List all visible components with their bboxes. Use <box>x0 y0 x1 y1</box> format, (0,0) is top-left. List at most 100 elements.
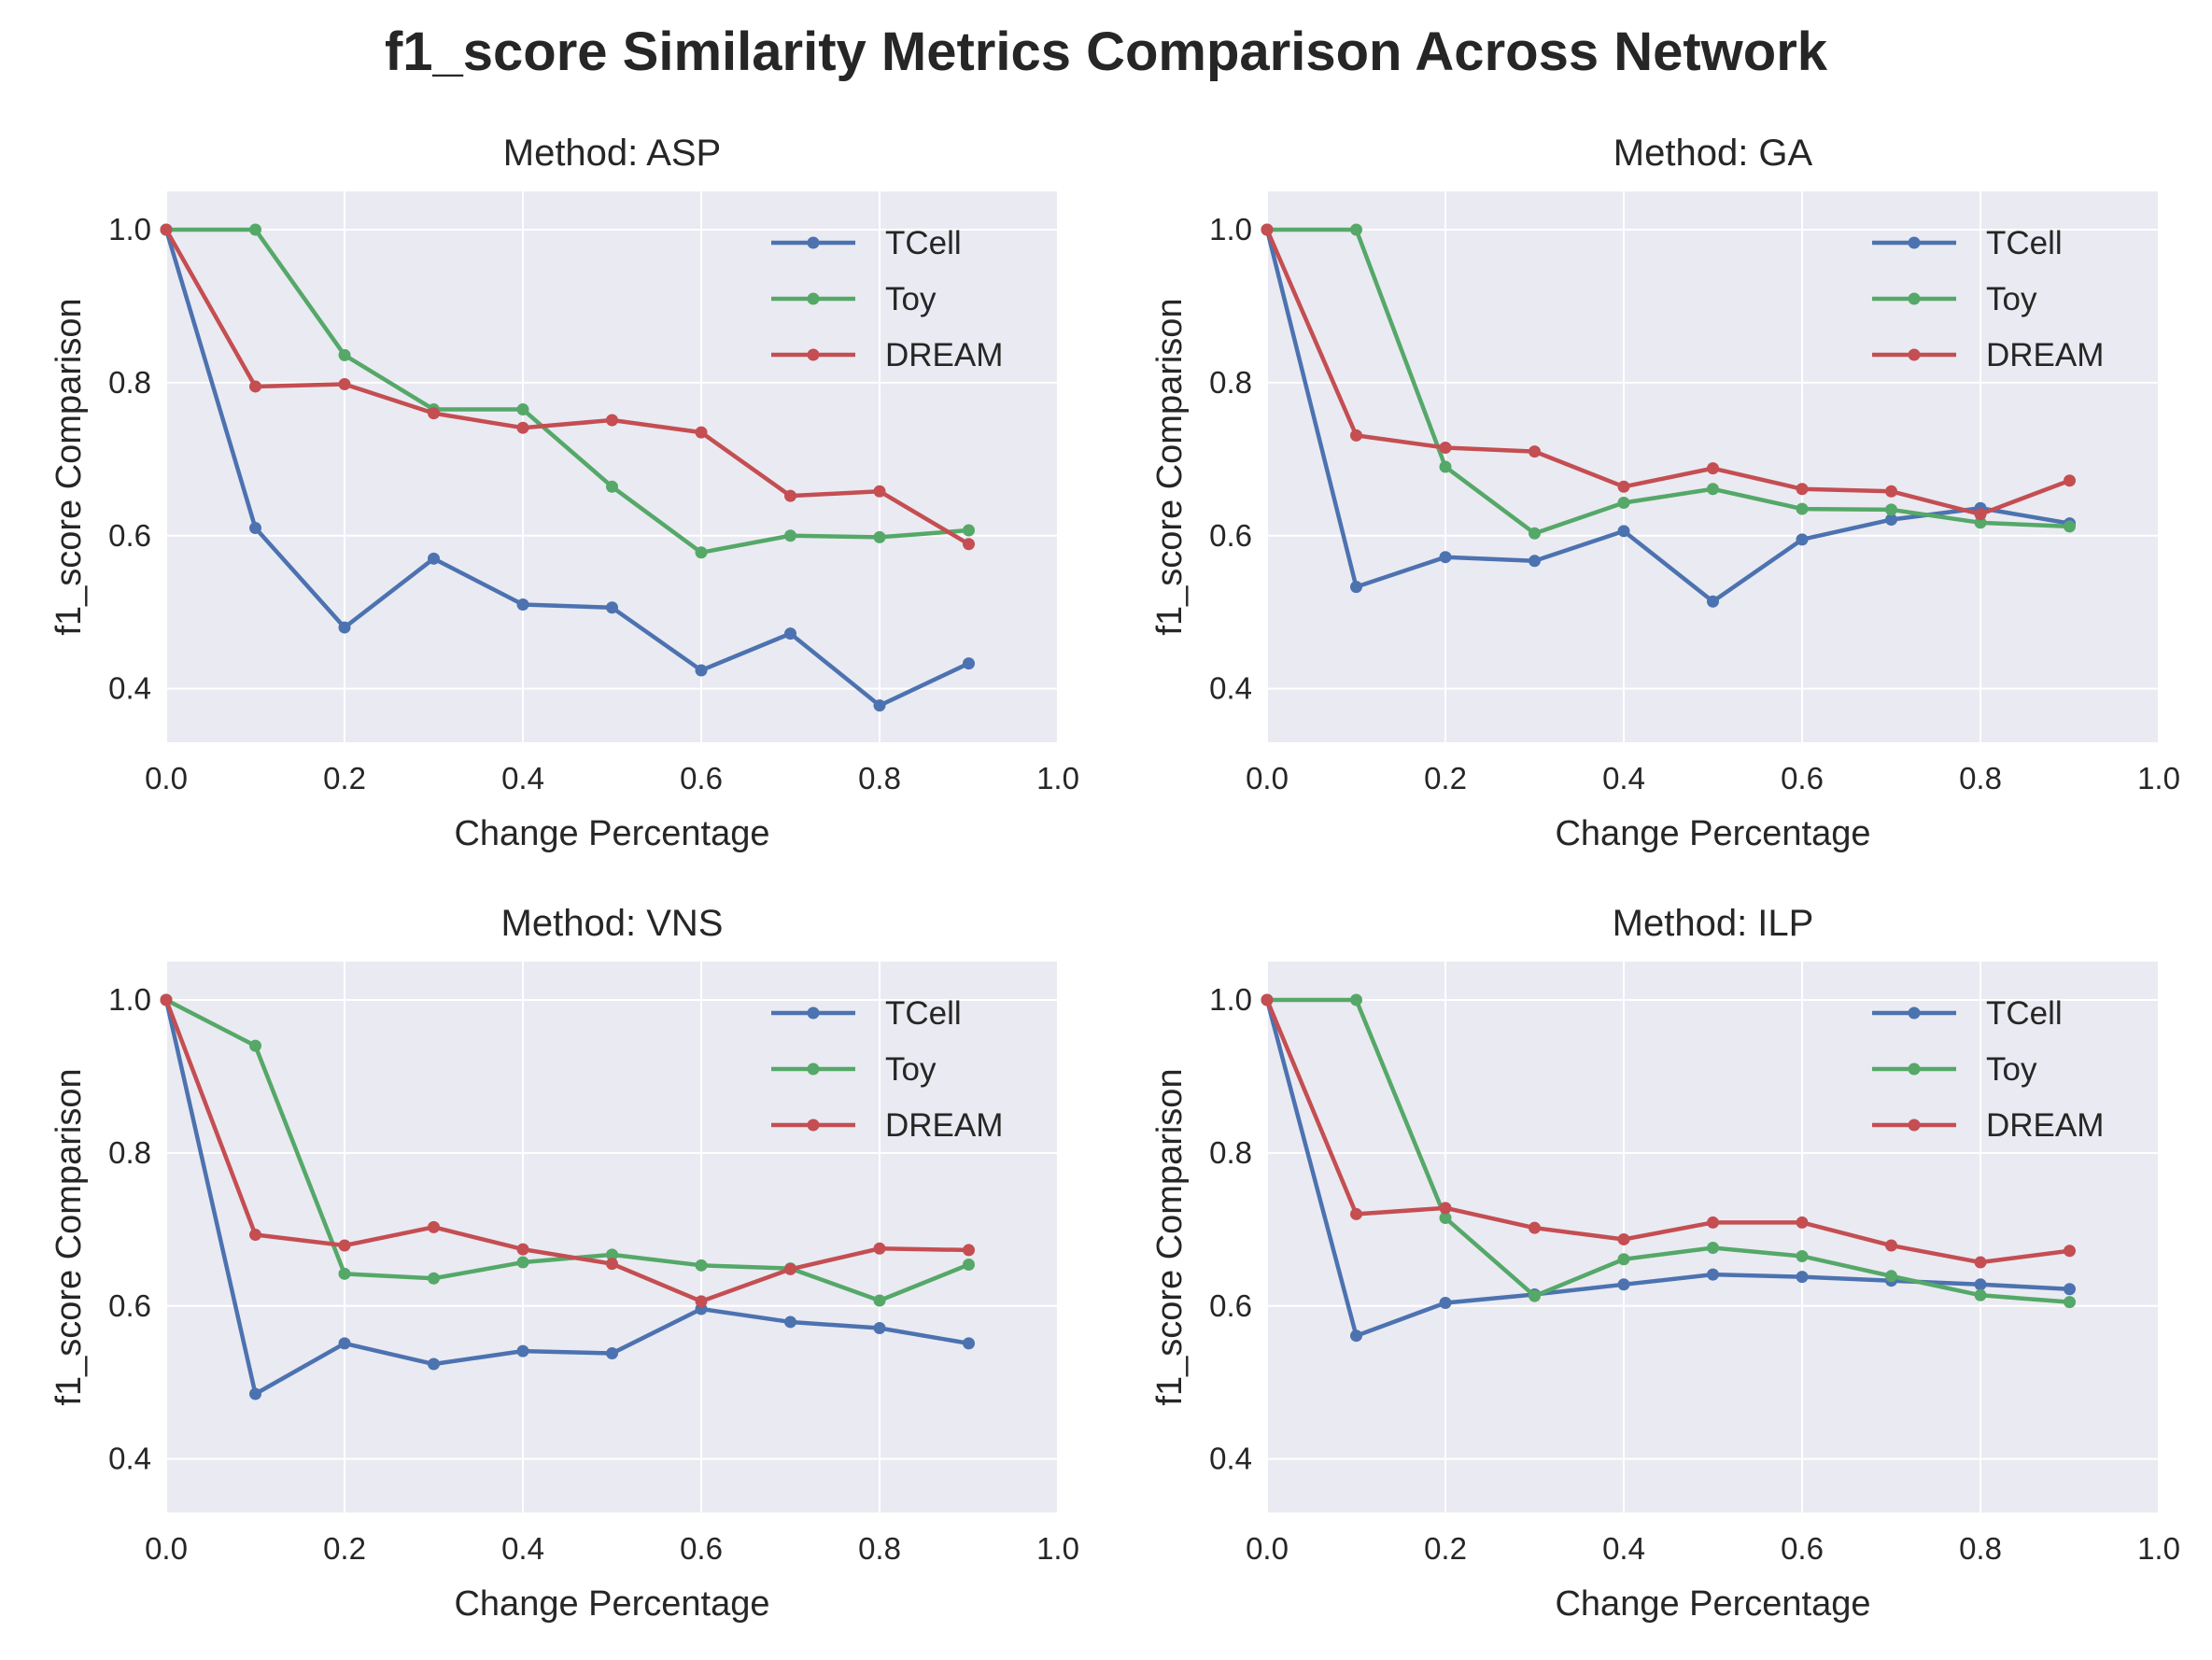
subplot-title: Method: ILP <box>1613 903 1814 944</box>
data-point-toy <box>873 530 886 543</box>
legend-marker-toy <box>807 1062 820 1076</box>
data-point-dream <box>1974 508 1987 521</box>
data-point-toy <box>1529 1289 1541 1302</box>
data-point-toy <box>1974 1288 1987 1301</box>
data-point-tcell <box>1885 513 1897 527</box>
series-line-tcell <box>1264 999 2070 1338</box>
data-point-toy <box>1707 1241 1719 1254</box>
x-tick-label: 0.4 <box>501 1531 544 1566</box>
data-point-toy <box>1796 1249 1809 1262</box>
data-point-dream <box>1796 483 1809 496</box>
data-point-tcell <box>963 1337 975 1350</box>
subplot-title: Method: VNS <box>501 903 724 944</box>
data-point-dream <box>695 426 708 439</box>
series-line-dream <box>1264 229 2071 517</box>
data-point-toy <box>1885 1270 1897 1283</box>
data-point-tcell <box>1617 1278 1630 1291</box>
data-point-tcell <box>1350 1329 1362 1343</box>
y-tick-label: 1.0 <box>108 212 151 246</box>
plot-area <box>166 191 1058 742</box>
legend-label-dream: DREAM <box>885 1107 1003 1144</box>
data-point-tcell <box>2064 1283 2076 1296</box>
x-tick-label: 0.0 <box>145 1531 188 1566</box>
x-tick-label: 0.6 <box>680 761 723 795</box>
x-axis-label: Change Percentage <box>454 1584 769 1624</box>
y-axis-label: f1_score Comparison <box>49 1068 89 1405</box>
data-point-toy <box>1439 1212 1452 1225</box>
subplot-title: Method: ASP <box>503 133 721 174</box>
x-tick-label: 0.4 <box>501 761 544 795</box>
data-point-dream <box>249 1229 261 1242</box>
legend-label-toy: Toy <box>885 1051 937 1088</box>
x-tick-label: 0.2 <box>323 761 366 795</box>
data-point-toy <box>338 1267 351 1280</box>
data-point-toy <box>606 1248 618 1261</box>
data-point-tcell <box>1439 551 1452 564</box>
legend-marker-dream <box>807 1118 820 1132</box>
legend-label-toy: Toy <box>1986 1051 2037 1088</box>
data-point-tcell <box>1617 525 1630 538</box>
data-point-dream <box>1439 442 1452 455</box>
data-point-tcell <box>1974 1278 1987 1291</box>
data-point-dream <box>249 380 261 393</box>
legend-marker-dream <box>807 348 820 361</box>
data-point-tcell <box>1529 555 1541 568</box>
data-point-dream <box>784 489 796 502</box>
x-tick-label: 0.2 <box>1424 761 1467 795</box>
y-tick-label: 0.6 <box>108 1288 151 1323</box>
data-point-toy <box>873 1294 886 1307</box>
subplot-1: 0.0 0.2 0.4 0.6 0.8 1.0 0.4 0.6 0.8 1.0 Method: AS… <box>49 133 1079 853</box>
x-tick-label: 0.0 <box>1246 761 1289 795</box>
data-point-toy <box>2064 1296 2076 1309</box>
y-axis-label: f1_score Comparison <box>1150 298 1190 635</box>
data-point-tcell <box>1439 1296 1452 1309</box>
figure-title: f1_score Similarity Metrics Comparison A… <box>384 21 1828 82</box>
data-point-toy <box>1350 223 1362 236</box>
series-line-tcell <box>1264 229 2070 604</box>
data-point-tcell <box>338 1337 351 1350</box>
plot-area <box>1267 962 2159 1512</box>
x-tick-label: 1.0 <box>2137 761 2180 795</box>
data-point-dream <box>963 1244 975 1257</box>
y-tick-label: 0.8 <box>108 365 151 400</box>
series-line-tcell <box>163 229 970 708</box>
series-line-tcell <box>163 999 969 1397</box>
y-tick-label: 1.0 <box>1209 982 1252 1017</box>
data-point-dream <box>1350 429 1362 442</box>
data-point-dream <box>1617 480 1630 493</box>
data-point-toy <box>2064 520 2076 533</box>
legend-marker-dream <box>1908 1118 1921 1132</box>
y-tick-label: 0.6 <box>1209 1288 1252 1323</box>
data-point-dream <box>963 538 975 551</box>
data-point-dream <box>784 1262 796 1275</box>
data-point-dream <box>428 407 440 420</box>
data-point-toy <box>1885 503 1897 516</box>
data-point-dream <box>1529 1221 1541 1234</box>
legend-label-tcell: TCell <box>885 225 962 261</box>
data-point-dream <box>1261 993 1274 1006</box>
data-point-dream <box>160 223 173 236</box>
data-point-tcell <box>338 621 351 634</box>
legend-label-tcell: TCell <box>1986 225 2063 261</box>
data-point-tcell <box>1350 581 1362 594</box>
data-point-tcell <box>695 664 708 677</box>
data-point-dream <box>1617 1232 1630 1245</box>
y-tick-label: 0.4 <box>1209 1442 1252 1476</box>
data-point-dream <box>516 1243 529 1256</box>
subplot-3: 0.0 0.2 0.4 0.6 0.8 1.0 0.4 0.6 0.8 1.0 Method: VN… <box>49 903 1079 1624</box>
data-point-toy <box>428 1272 440 1285</box>
data-point-toy <box>516 1256 529 1269</box>
data-point-dream <box>606 414 618 427</box>
series-line-dream <box>1264 999 2070 1265</box>
legend-marker-dream <box>1908 348 1921 361</box>
x-tick-label: 0.8 <box>858 761 901 795</box>
data-point-dream <box>1885 485 1897 498</box>
data-point-tcell <box>428 1358 440 1371</box>
data-point-tcell <box>249 522 261 535</box>
data-point-dream <box>160 993 173 1006</box>
data-point-dream <box>606 1258 618 1271</box>
data-point-tcell <box>1707 1268 1719 1281</box>
data-point-toy <box>1974 516 1987 529</box>
data-point-toy <box>963 524 975 537</box>
